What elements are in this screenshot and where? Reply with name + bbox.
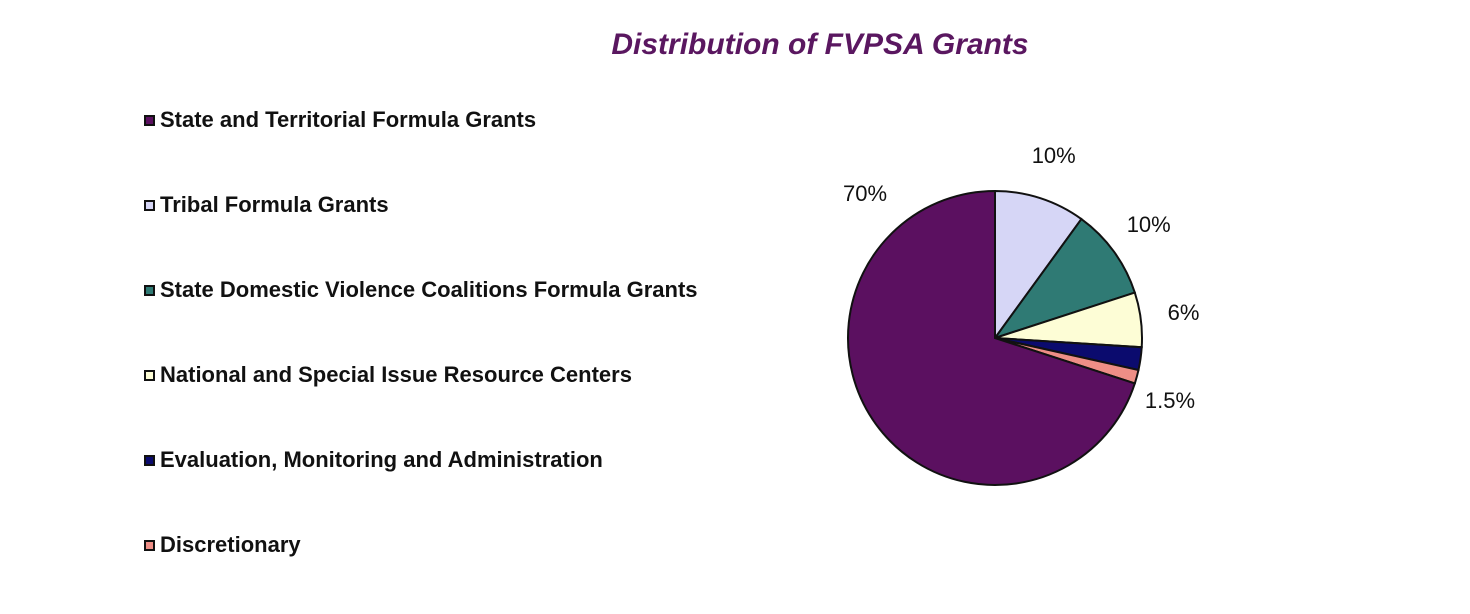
legend-item: National and Special Issue Resource Cent…	[144, 359, 698, 391]
legend-label: Tribal Formula Grants	[160, 192, 389, 217]
pie-slice	[992, 217, 1137, 340]
slice-percent-label: 70%	[843, 181, 887, 206]
legend-swatch	[144, 369, 155, 381]
legend-label: State and Territorial Formula Grants	[160, 107, 537, 132]
slice-percent-label: 10%	[1127, 212, 1171, 237]
chart-legend: State and Territorial Formula Grants Tri…	[144, 104, 698, 614]
chart-title: Distribution of FVPSA Grants	[611, 28, 1029, 61]
legend-swatch	[144, 539, 155, 551]
legend-item: State and Territorial Formula Grants	[144, 104, 698, 136]
legend-item: Discretionary	[144, 529, 698, 561]
legend-label: National and Special Issue Resource Cent…	[160, 362, 632, 387]
slice-percent-label: 6%	[1168, 300, 1200, 325]
slice-percent-label: 1.5%	[1145, 388, 1195, 413]
legend-swatch	[144, 454, 155, 466]
legend-label: Discretionary	[160, 532, 301, 557]
legend-swatch	[144, 199, 155, 211]
pie-slice	[994, 189, 1083, 342]
pie-slice	[847, 189, 1137, 486]
legend-item: Tribal Formula Grants	[144, 189, 698, 221]
legend-label: Evaluation, Monitoring and Administratio…	[160, 447, 603, 472]
legend-label: State Domestic Violence Coalitions Formu…	[160, 277, 698, 302]
slice-percent-label: 10%	[1032, 143, 1076, 168]
pie-chart: 10% 10% 6% 1.5% 70%	[843, 143, 1200, 486]
legend-swatch	[144, 114, 155, 126]
legend-item: State Domestic Violence Coalitions Formu…	[144, 274, 698, 306]
legend-item: Evaluation, Monitoring and Administratio…	[144, 444, 698, 476]
legend-swatch	[144, 284, 155, 296]
